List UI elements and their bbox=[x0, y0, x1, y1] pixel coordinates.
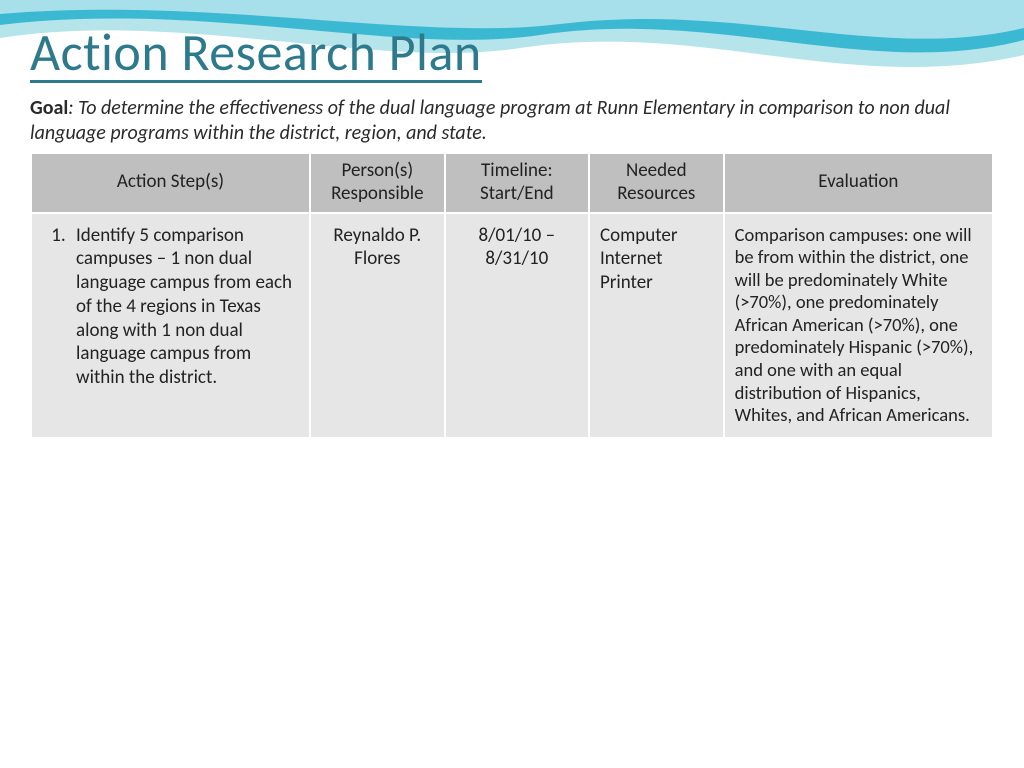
slide-content: Action Research Plan Goal: To determine … bbox=[0, 0, 1024, 459]
goal-label: Goal bbox=[30, 96, 68, 120]
action-plan-table: Action Step(s) Person(s) Responsible Tim… bbox=[30, 152, 994, 439]
cell-timeline: 8/01/10 – 8/31/10 bbox=[445, 213, 589, 438]
goal-text: : To determine the effectiveness of the … bbox=[30, 96, 950, 145]
action-step-text: Identify 5 comparison campuses – 1 non d… bbox=[70, 224, 299, 390]
cell-action: Identify 5 comparison campuses – 1 non d… bbox=[31, 213, 310, 438]
col-header-resource: Needed Resources bbox=[589, 153, 724, 213]
col-header-person: Person(s) Responsible bbox=[310, 153, 445, 213]
cell-person: Reynaldo P. Flores bbox=[310, 213, 445, 438]
cell-evaluation: Comparison campuses: one will be from wi… bbox=[724, 213, 993, 438]
cell-resources: Computer Internet Printer bbox=[589, 213, 724, 438]
slide-title: Action Research Plan bbox=[30, 20, 994, 84]
col-header-timeline: Timeline: Start/End bbox=[445, 153, 589, 213]
table-header-row: Action Step(s) Person(s) Responsible Tim… bbox=[31, 153, 993, 213]
goal-paragraph: Goal: To determine the effectiveness of … bbox=[30, 96, 994, 146]
col-header-eval: Evaluation bbox=[724, 153, 993, 213]
table-row: Identify 5 comparison campuses – 1 non d… bbox=[31, 213, 993, 438]
evaluation-text: Comparison campuses: one will be from wi… bbox=[735, 224, 982, 427]
col-header-action: Action Step(s) bbox=[31, 153, 310, 213]
slide-title-text: Action Research Plan bbox=[30, 25, 482, 83]
